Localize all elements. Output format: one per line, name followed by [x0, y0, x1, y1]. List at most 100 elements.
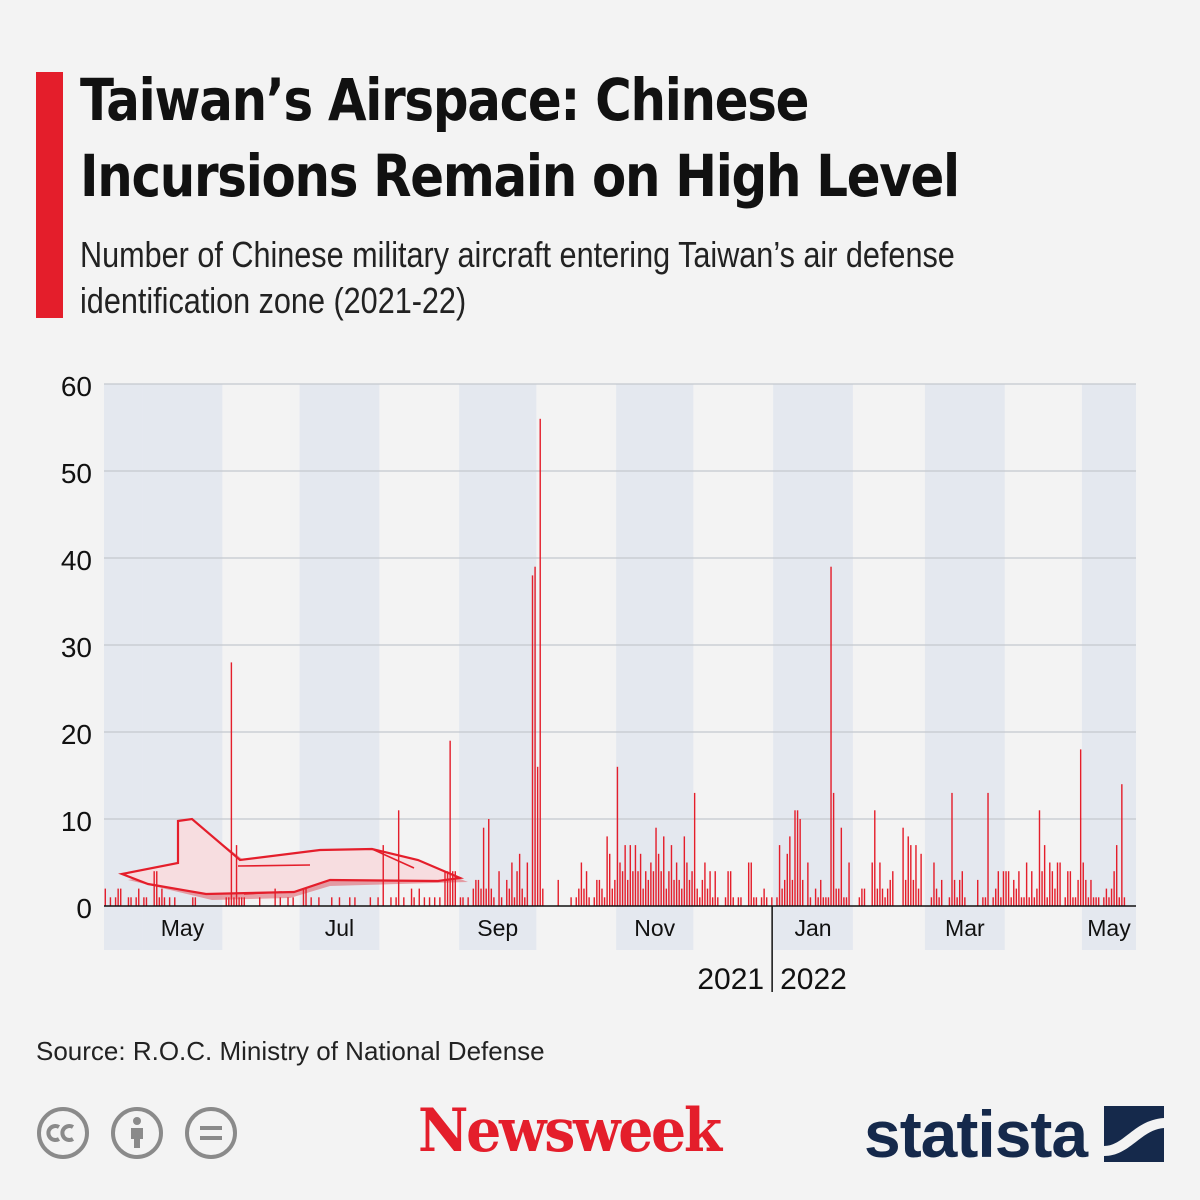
bar — [477, 879, 480, 906]
bar — [1010, 897, 1012, 906]
bar — [794, 810, 796, 906]
bar — [1077, 879, 1079, 906]
bars — [104, 418, 1126, 906]
bar — [1069, 871, 1072, 906]
bar — [647, 879, 650, 906]
bar — [570, 897, 572, 906]
bar — [910, 845, 912, 906]
bar — [539, 418, 541, 906]
x-tick-label: Mar — [945, 915, 985, 941]
bar — [542, 888, 544, 906]
bar — [498, 871, 500, 906]
bar — [820, 879, 822, 906]
bar — [557, 879, 559, 906]
bar — [354, 897, 356, 906]
bar — [135, 897, 137, 906]
bar — [493, 897, 495, 906]
bar — [287, 897, 289, 906]
bar — [940, 879, 943, 906]
bar — [645, 871, 647, 906]
bar — [1115, 845, 1118, 906]
bar — [1000, 897, 1002, 906]
bar — [608, 853, 611, 906]
bar — [508, 888, 511, 906]
bar — [1067, 871, 1069, 906]
bar — [799, 819, 801, 906]
bar — [675, 862, 678, 906]
bar — [621, 871, 624, 906]
bar — [467, 897, 469, 906]
bar — [951, 792, 953, 906]
bar — [1118, 897, 1120, 906]
bar — [778, 845, 781, 906]
bar — [233, 897, 235, 906]
year-labels: 2021 2022 — [697, 963, 847, 996]
bar — [892, 871, 894, 906]
bar — [753, 897, 755, 906]
bar — [889, 879, 891, 906]
bar — [462, 897, 464, 906]
bar — [395, 897, 397, 906]
bar — [174, 897, 176, 906]
bar — [907, 836, 909, 906]
bar — [632, 871, 634, 906]
bar — [1079, 749, 1082, 906]
bar — [1023, 897, 1025, 906]
bar — [518, 853, 521, 906]
bar — [1049, 862, 1051, 906]
month-bands — [104, 384, 1136, 950]
no-derivatives-icon — [185, 1107, 237, 1159]
month-band — [1081, 384, 1136, 950]
bar — [1002, 871, 1005, 906]
bar — [138, 888, 140, 906]
bar — [472, 888, 475, 906]
x-tick-label: Jul — [325, 915, 354, 941]
bar — [1082, 862, 1084, 906]
bar — [1041, 871, 1043, 906]
bar — [305, 888, 307, 906]
bar — [634, 845, 637, 906]
bar — [781, 888, 783, 906]
bar — [1092, 897, 1095, 906]
bar — [583, 888, 585, 906]
bar — [302, 888, 305, 906]
bar — [627, 879, 629, 906]
bar — [459, 897, 462, 906]
newsweek-logo: Newsweek — [418, 1096, 722, 1166]
bar — [168, 897, 171, 906]
bar — [732, 897, 734, 906]
bar — [724, 897, 727, 906]
statista-mark-icon — [1104, 1106, 1164, 1162]
bar — [596, 879, 598, 906]
year-label: 2021 — [697, 963, 764, 996]
bar — [382, 845, 384, 906]
bar — [145, 897, 148, 906]
bar — [629, 845, 632, 906]
bar — [915, 845, 917, 906]
bar — [516, 871, 518, 906]
bar — [987, 792, 989, 906]
bar — [796, 810, 799, 906]
bar — [1013, 879, 1015, 906]
bar — [258, 897, 261, 906]
bar — [1033, 897, 1036, 906]
bar — [822, 897, 825, 906]
bar — [1007, 871, 1010, 906]
bar — [485, 888, 487, 906]
bar — [318, 897, 320, 906]
bar — [161, 888, 163, 906]
bar — [349, 897, 351, 906]
x-tick-label: May — [1087, 915, 1131, 941]
bar — [534, 566, 536, 906]
bar — [642, 888, 644, 906]
bar — [423, 897, 426, 906]
bar — [614, 879, 616, 906]
bar — [706, 888, 709, 906]
bar — [740, 897, 742, 906]
month-band — [459, 384, 537, 950]
bar — [310, 897, 312, 906]
bar — [760, 897, 763, 906]
x-tick-label: May — [161, 915, 205, 941]
bar — [845, 897, 848, 906]
bar — [601, 888, 603, 906]
